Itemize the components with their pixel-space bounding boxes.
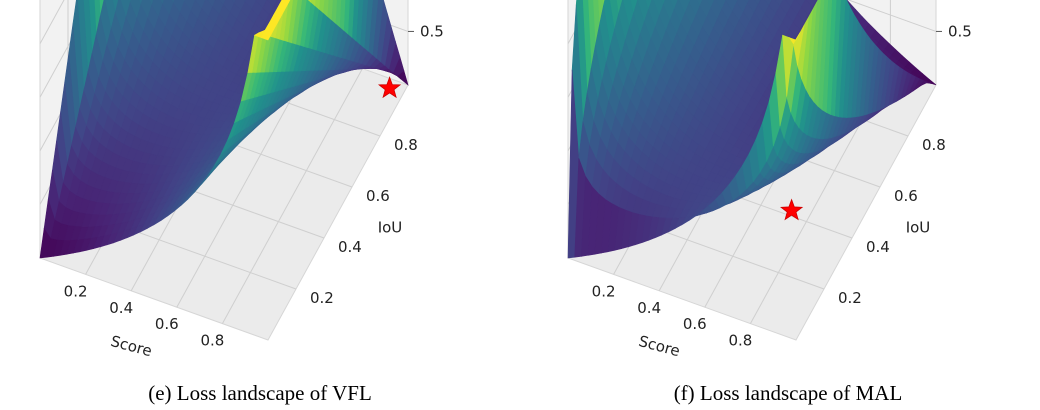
- panel-mal: 0.20.40.60.80.20.40.60.80.51.01.52.02.5S…: [528, 0, 1040, 410]
- y-tick-label: 0.4: [866, 238, 890, 256]
- surface-patch: [339, 0, 346, 31]
- surface-patch: [359, 0, 369, 49]
- plot-area: 0.20.40.60.80.20.40.60.80.51.01.52.02.5S…: [567, 0, 972, 360]
- panel-vfl: 0.20.40.60.80.20.40.60.80.51.01.52.02.5S…: [39, 0, 444, 405]
- x-tick-label: 0.2: [64, 282, 88, 300]
- surface-mesh: [39, 0, 409, 259]
- y-tick-label: 0.6: [894, 187, 918, 205]
- y-tick-label: 0.8: [922, 136, 946, 154]
- surface-patch: [355, 0, 364, 45]
- x-tick-label: 0.4: [637, 299, 661, 317]
- surface-patch: [322, 0, 329, 17]
- x-tick-label: 0.8: [728, 332, 752, 350]
- x-tick-label: 0.4: [109, 299, 133, 317]
- y-axis-label: IoU: [378, 219, 403, 237]
- vfl-loss-surface-chart: 0.20.40.60.80.20.40.60.80.51.01.52.02.5S…: [39, 0, 444, 360]
- x-tick-label: 0.6: [683, 315, 707, 333]
- surface-patch: [368, 0, 379, 56]
- surface-patch: [616, 0, 623, 15]
- mal-loss-surface-chart: 0.20.40.60.80.20.40.60.80.51.01.52.02.5S…: [567, 0, 972, 360]
- y-tick-label: 0.4: [338, 238, 362, 256]
- surface-patch: [318, 0, 325, 14]
- grid-line: [221, 68, 363, 324]
- axis-ticks: 0.20.40.60.80.20.40.60.80.51.01.52.02.5: [64, 22, 444, 350]
- x-tick-label: 0.2: [592, 282, 616, 300]
- surface-patch: [138, 0, 143, 6]
- surface-patch: [343, 0, 350, 35]
- surface-patch: [788, 32, 801, 45]
- z-tick-label: 0.5: [420, 22, 444, 40]
- surface-mesh: [567, 0, 937, 259]
- y-tick-label: 0.8: [394, 136, 418, 154]
- surface-patch: [347, 0, 355, 38]
- y-tick-label: 0.6: [366, 187, 390, 205]
- x-tick-label: 0.8: [200, 332, 224, 350]
- surface-patch: [307, 0, 312, 3]
- z-tick-label: 0.5: [948, 22, 972, 40]
- optimum-star-marker: [780, 198, 804, 221]
- surface-patch: [363, 0, 373, 52]
- caption-mal: (f) Loss landscape of MAL: [673, 381, 903, 405]
- x-axis-label: Score: [637, 332, 682, 360]
- axis-ticks: 0.20.40.60.80.20.40.60.80.51.01.52.02.5: [592, 22, 972, 350]
- surface-patch: [661, 0, 666, 6]
- y-axis-label: IoU: [906, 219, 931, 237]
- x-axis-label: Score: [109, 332, 154, 360]
- surface-patch: [326, 0, 333, 21]
- optimum-star-marker: [377, 76, 402, 99]
- plot-area: 0.20.40.60.80.20.40.60.80.51.01.52.02.5S…: [39, 0, 444, 360]
- y-tick-label: 0.2: [838, 289, 862, 307]
- caption-vfl: (e) Loss landscape of VFL: [148, 381, 372, 405]
- surface-patch: [335, 0, 342, 28]
- y-tick-label: 0.2: [310, 289, 334, 307]
- x-tick-label: 0.6: [155, 315, 179, 333]
- surface-patch: [330, 0, 338, 24]
- surface-patch: [260, 29, 273, 41]
- surface-patch: [314, 0, 321, 10]
- surface-patch: [310, 0, 316, 7]
